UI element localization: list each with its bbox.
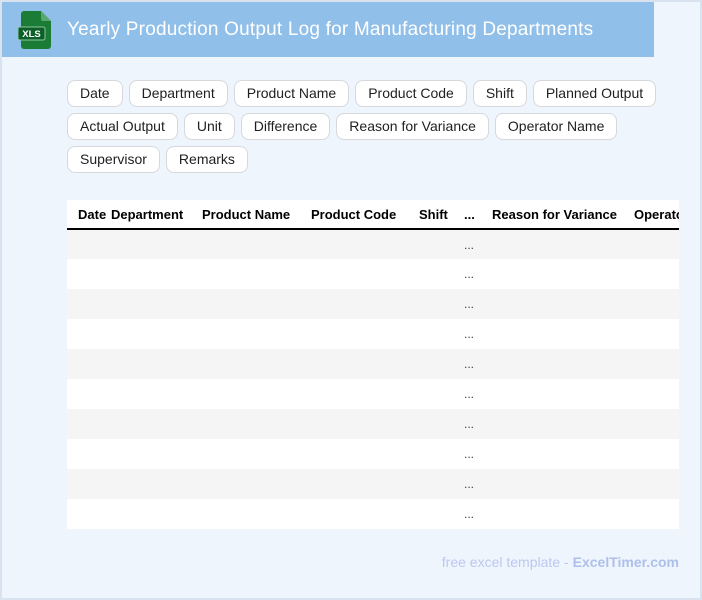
- table-row: ...: [67, 289, 679, 319]
- column-chips-container: Date Department Product Name Product Cod…: [67, 80, 679, 173]
- table-row: ...: [67, 499, 679, 529]
- column-header-department: Department: [111, 200, 202, 230]
- column-header-shift: Shift: [419, 200, 464, 230]
- table-row: ...: [67, 469, 679, 499]
- table-row: ...: [67, 229, 679, 259]
- table-row: ...: [67, 409, 679, 439]
- chip-actual-output[interactable]: Actual Output: [67, 113, 178, 140]
- ellipsis-cell: ...: [464, 267, 475, 281]
- chip-operator-name[interactable]: Operator Name: [494, 113, 618, 140]
- chip-difference[interactable]: Difference: [240, 113, 331, 140]
- column-header-reason-for-variance: Reason for Variance: [492, 200, 634, 230]
- chip-product-name[interactable]: Product Name: [233, 80, 350, 107]
- table-row: ...: [67, 319, 679, 349]
- chip-shift[interactable]: Shift: [472, 80, 527, 107]
- chip-reason-for-variance[interactable]: Reason for Variance: [336, 113, 489, 140]
- table-row: ...: [67, 379, 679, 409]
- ellipsis-cell: ...: [464, 327, 475, 341]
- footer-brand-link[interactable]: ExcelTimer.com: [572, 554, 679, 570]
- column-header-product-name: Product Name: [202, 200, 311, 230]
- chip-supervisor[interactable]: Supervisor: [67, 146, 160, 173]
- title-bar: XLS Yearly Production Output Log for Man…: [2, 2, 654, 57]
- chip-planned-output[interactable]: Planned Output: [532, 80, 657, 107]
- chip-product-code[interactable]: Product Code: [355, 80, 467, 107]
- table-row: ...: [67, 439, 679, 469]
- table-header-row: Date Department Product Name Product Cod…: [67, 200, 679, 230]
- chip-date[interactable]: Date: [67, 80, 123, 107]
- chip-unit[interactable]: Unit: [183, 113, 235, 140]
- table-row: ...: [67, 259, 679, 289]
- ellipsis-cell: ...: [464, 507, 475, 521]
- chip-department[interactable]: Department: [128, 80, 228, 107]
- xls-badge-label: XLS: [22, 29, 40, 40]
- ellipsis-cell: ...: [464, 357, 475, 371]
- column-header-collapsed: ...: [464, 200, 492, 230]
- column-header-product-code: Product Code: [311, 200, 419, 230]
- ellipsis-cell: ...: [464, 417, 475, 431]
- column-header-operator-name: Operator Name: [634, 200, 679, 230]
- ellipsis-cell: ...: [464, 387, 475, 401]
- production-log-table: Date Department Product Name Product Cod…: [67, 200, 679, 529]
- ellipsis-cell: ...: [464, 447, 475, 461]
- footer-text: free excel template -: [441, 554, 569, 570]
- xls-file-icon: XLS: [17, 10, 51, 49]
- table-row: ...: [67, 349, 679, 379]
- page-title: Yearly Production Output Log for Manufac…: [67, 18, 594, 40]
- ellipsis-cell: ...: [464, 237, 475, 252]
- column-header-date: Date: [67, 200, 111, 230]
- ellipsis-cell: ...: [464, 297, 475, 311]
- chip-remarks[interactable]: Remarks: [165, 146, 248, 173]
- ellipsis-cell: ...: [464, 477, 475, 491]
- footer: free excel template - ExcelTimer.com: [67, 554, 679, 570]
